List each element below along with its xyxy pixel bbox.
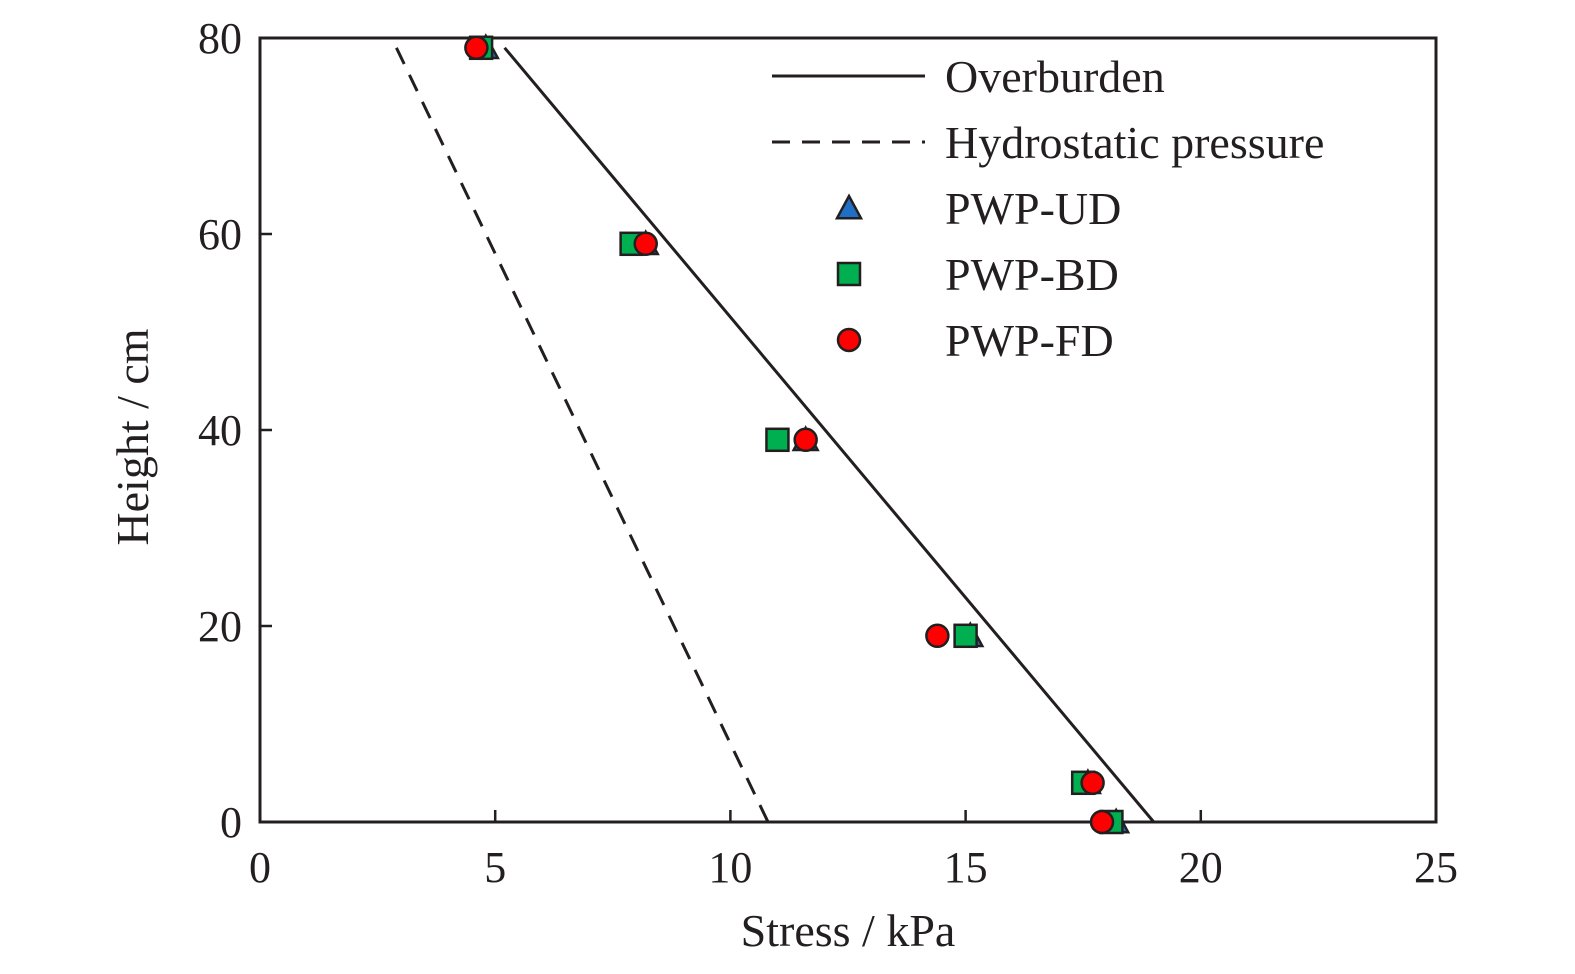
x-tick-label-15: 15 (944, 843, 988, 892)
y-tick-label-0: 0 (220, 798, 242, 847)
x-tick-label-20: 20 (1179, 843, 1223, 892)
legend-hydrostatic-pressure-label: Hydrostatic pressure (945, 117, 1324, 168)
legend-pwp-fd-marker (836, 327, 862, 353)
y-tick-label-60: 60 (198, 210, 242, 259)
y-tick-label-40: 40 (198, 406, 242, 455)
data-marks (395, 33, 1155, 835)
x-tick-label-10: 10 (708, 843, 752, 892)
overburden-line (503, 46, 1155, 823)
pwp-fd-point-1 (633, 231, 658, 257)
legend-pwp-ud-marker (834, 193, 864, 220)
legend-pwp-fd-label: PWP-FD (945, 315, 1114, 366)
pwp-fd-point-5 (1089, 809, 1115, 835)
pwp-bd-point-3 (953, 623, 978, 649)
legend-pwp-bd-marker (836, 261, 862, 287)
pwp-bd-point-2 (765, 427, 790, 453)
y-axis-label: Height / cm (107, 328, 158, 545)
x-tick-label-5: 5 (484, 843, 506, 892)
axes: 0 5 10 15 20 25 0 20 40 60 80 (198, 14, 1458, 892)
legend-overburden-label: Overburden (945, 51, 1165, 102)
x-axis-label: Stress / kPa (741, 905, 956, 956)
legend-pwp-bd-label: PWP-BD (945, 249, 1119, 300)
pwp-fd-point-3 (925, 623, 950, 649)
y-tick-label-20: 20 (198, 602, 242, 651)
x-tick-label-25: 25 (1414, 843, 1458, 892)
y-tick-label-80: 80 (198, 14, 242, 63)
hydrostatic-pressure-line (395, 47, 770, 823)
x-tick-label-0: 0 (249, 843, 271, 892)
legend-pwp-ud-label: PWP-UD (945, 183, 1121, 234)
legend: Overburden Hydrostatic pressure PWP-UD PWP-… (772, 51, 1324, 366)
pwp-fd-point-2 (793, 427, 818, 453)
pwp-fd-point-0 (464, 35, 489, 61)
pwp-fd-point-4 (1080, 770, 1105, 796)
